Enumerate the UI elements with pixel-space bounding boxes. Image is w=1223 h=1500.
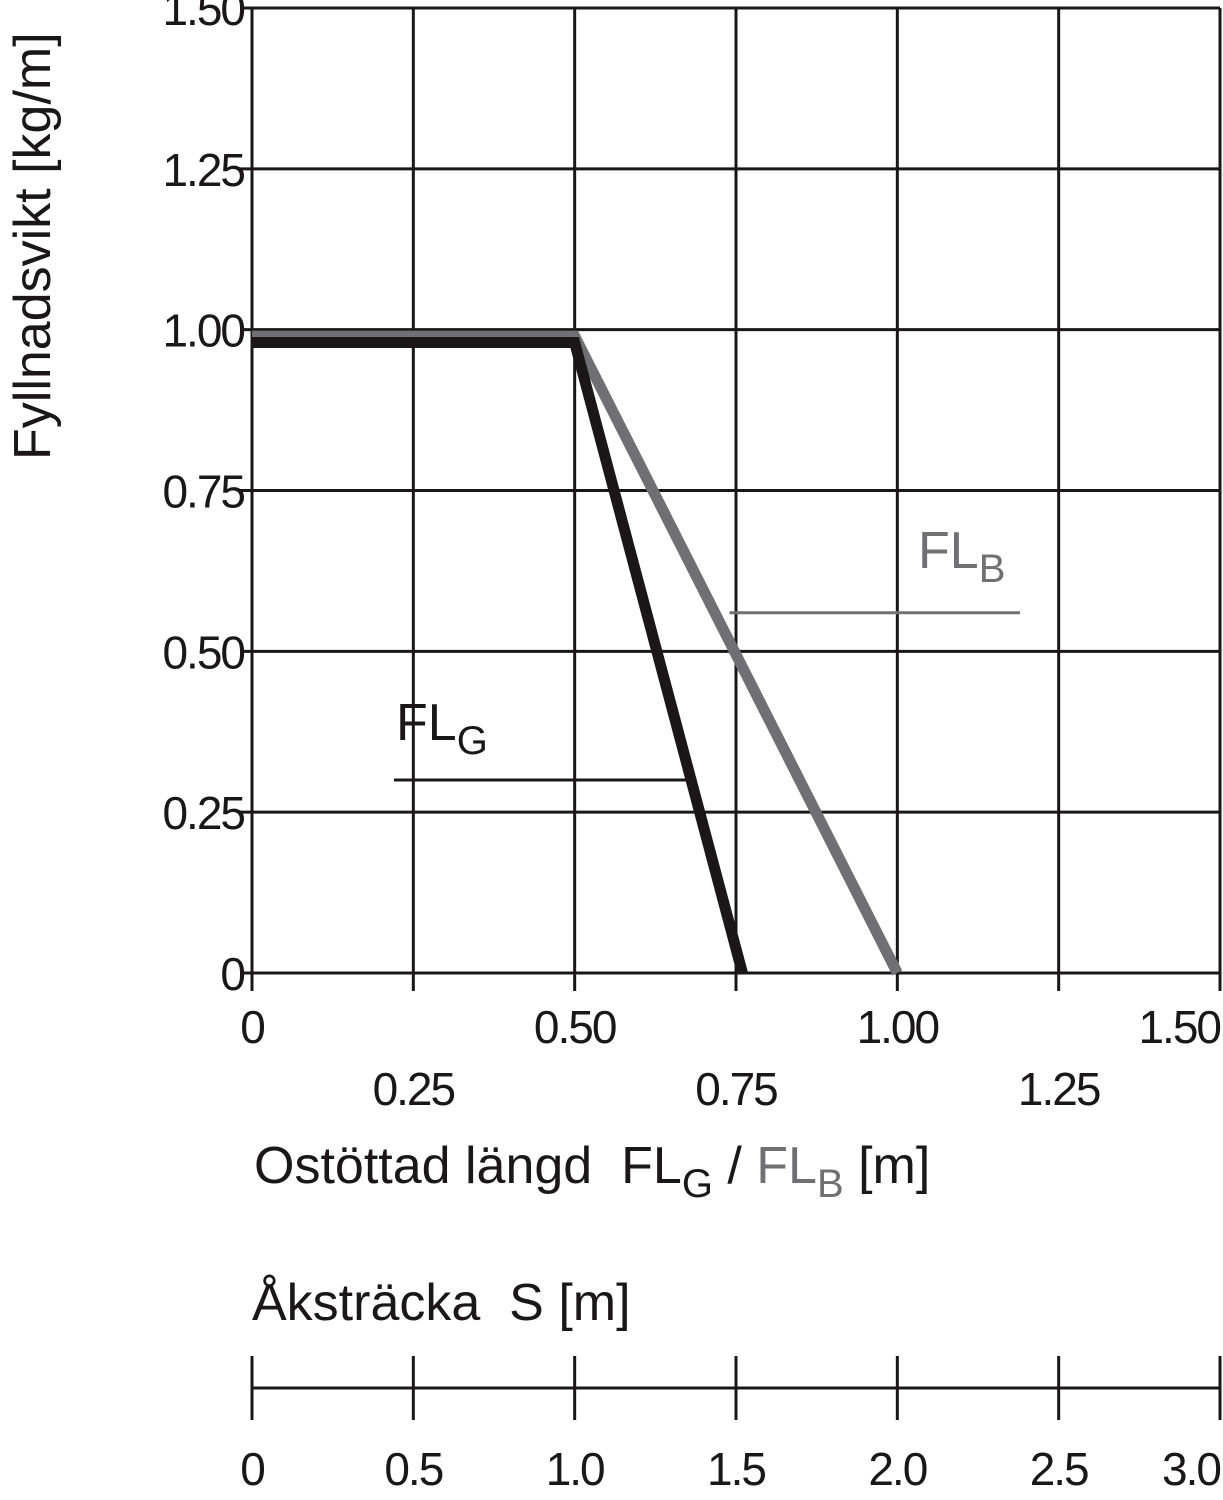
x-axis-label: Ostöttad längd FLG / FLB [m] [254, 1137, 930, 1206]
y-tick-label: 1.50 [162, 0, 244, 35]
series-layer [252, 330, 1020, 976]
y-tick-label: 0 [220, 948, 244, 1000]
y-tick-label: 0.25 [162, 787, 244, 839]
y-tick-labels: 0 0.25 0.50 0.75 1.00 1.25 1.50 [162, 0, 246, 1000]
y-tick-label: 0.75 [162, 466, 244, 518]
secondary-axis-title: Åksträcka S [m] [252, 1274, 631, 1332]
x-tick-label: 1.00 [857, 1001, 939, 1053]
grid [240, 6, 1222, 991]
secondary-axis-label: 1.5 [707, 1443, 765, 1495]
secondary-axis-label: 2.5 [1030, 1443, 1088, 1495]
secondary-axis-label: 1.0 [546, 1443, 604, 1495]
secondary-axis-label: 3.0 [1162, 1443, 1220, 1495]
y-tick-label: 0.50 [162, 626, 244, 678]
fl-b-label: FLB [918, 522, 1005, 591]
fl-g-label: FLG [396, 694, 488, 763]
fl-g-line [252, 337, 748, 975]
x-tick-label: 0.75 [695, 1063, 777, 1115]
x-tick-label: 1.25 [1018, 1063, 1100, 1115]
y-tick-label: 1.25 [162, 144, 244, 196]
secondary-axis-label: 0.5 [384, 1443, 442, 1495]
x-tick-label: 1.50 [1138, 1001, 1220, 1053]
x-tick-label: 0.50 [534, 1001, 616, 1053]
secondary-axis-label: 0 [240, 1443, 264, 1495]
y-tick-label: 1.00 [162, 305, 244, 357]
secondary-axis-label: 2.0 [868, 1443, 926, 1495]
secondary-axis: 0 0.5 1.0 1.5 2.0 2.5 3.0 [240, 1356, 1222, 1495]
fl-b-line [252, 330, 903, 976]
x-tick-label: 0 [240, 1001, 264, 1053]
x-tick-labels: 0 0.50 1.00 1.50 0.25 0.75 1.25 [240, 1001, 1222, 1115]
y-axis-label: Fyllnadsvikt [kg/m] [4, 32, 62, 460]
x-tick-label: 0.25 [373, 1063, 455, 1115]
